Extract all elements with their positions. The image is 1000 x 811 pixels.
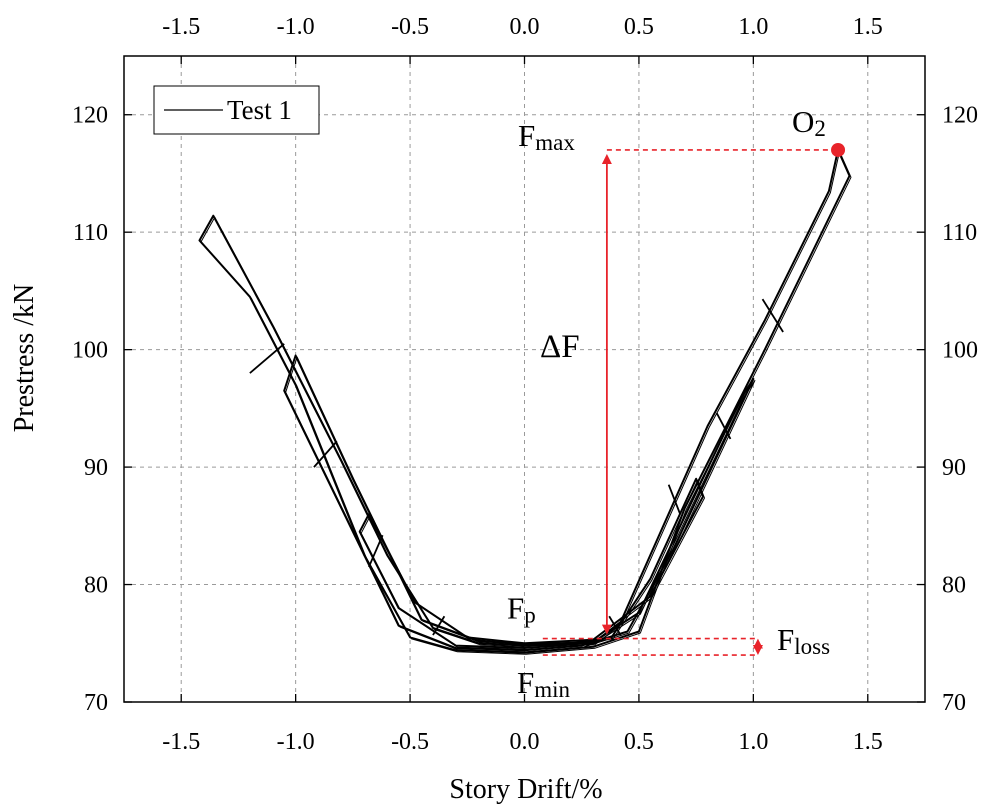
x-tick-label-bottom: -1.5	[162, 729, 200, 755]
y-tick-label-right: 70	[942, 690, 966, 716]
series-test-1-cross-segment	[249, 343, 285, 374]
y-tick-label-right: 120	[942, 103, 978, 129]
o2-marker	[831, 142, 846, 157]
y-tick-label-right: 90	[942, 455, 966, 481]
series-test-1-loop-trace	[360, 479, 705, 650]
y-tick-label-left: 100	[72, 338, 108, 364]
y-tick-label-right: 110	[942, 220, 977, 246]
y-tick-label-left: 70	[84, 690, 108, 716]
legend: Test 1	[153, 85, 320, 135]
x-tick-label-top: -1.5	[162, 14, 200, 40]
fp-label-sub: p	[524, 603, 536, 628]
x-tick-label-top: 0.0	[510, 14, 540, 40]
x-tick-label-bottom: 1.0	[738, 729, 768, 755]
series-test-1-loop	[283, 354, 755, 652]
series-test-1-loop	[358, 477, 704, 649]
x-tick-label-bottom: -0.5	[391, 729, 429, 755]
o2-label-main: O	[792, 104, 814, 139]
series-test-1-cross-segment	[715, 412, 732, 440]
y-tick-label-left: 80	[84, 573, 108, 599]
x-axis-label: Story Drift/%	[449, 774, 602, 805]
x-tick-label-bottom: -1.0	[277, 729, 315, 755]
series-test-1	[198, 149, 852, 655]
delta-f-label: ΔF	[540, 329, 580, 365]
series-test-1-loop	[198, 149, 851, 654]
fmax-label-sub: max	[535, 130, 575, 155]
fmin-label-main: F	[517, 665, 534, 700]
f-loss-label-main: F	[777, 622, 794, 657]
fmin-label-sub: min	[534, 677, 570, 702]
fp-label-main: F	[507, 591, 524, 626]
x-tick-label-top: 1.5	[853, 14, 883, 40]
plot-frame	[123, 55, 926, 703]
fmin-label: Fmin	[517, 665, 571, 702]
fp-label: Fp	[507, 591, 536, 628]
fmax-label-main: F	[518, 118, 535, 153]
y-tick-label-right: 80	[942, 573, 966, 599]
y-tick-label-right: 100	[942, 338, 978, 364]
f-loss-label: Floss	[777, 622, 830, 659]
x-tick-label-bottom: 0.0	[510, 729, 540, 755]
x-tick-label-top: -0.5	[391, 14, 429, 40]
x-tick-label-bottom: 0.5	[624, 729, 654, 755]
legend-entry-test-1: Test 1	[227, 95, 292, 125]
x-tick-label-top: 0.5	[624, 14, 654, 40]
series-test-1-cross-segment	[432, 615, 446, 636]
x-tick-label-top: 1.0	[738, 14, 768, 40]
series-test-1-cross-segment	[368, 534, 384, 568]
series-test-1-cross-segment	[761, 298, 784, 333]
y-tick-label-left: 110	[73, 220, 108, 246]
x-tick-label-top: -1.0	[277, 14, 315, 40]
series-test-1-cross-segment	[313, 440, 338, 468]
y-tick-label-left: 120	[72, 103, 108, 129]
x-tick-label-bottom: 1.5	[853, 729, 883, 755]
y-axis-label: Prestress /kN	[9, 284, 40, 433]
f-loss-label-sub: loss	[794, 634, 830, 659]
o2-label-sub: 2	[814, 116, 826, 141]
delta-f-label-main: ΔF	[540, 329, 580, 365]
fmax-label: Fmax	[518, 118, 575, 155]
y-tick-label-left: 90	[84, 455, 108, 481]
o2-label: O2	[792, 104, 826, 141]
series-test-1-loop-trace	[285, 356, 756, 653]
series-test-1-cross-segment	[667, 484, 681, 515]
axis-ticks: -1.5 -1.5 -1.0 -1.0 -0.5 -0.5 0.0 0.0 0.5 0.5 1.0 1…	[72, 14, 978, 755]
series-test-1-loop-trace	[200, 151, 852, 655]
